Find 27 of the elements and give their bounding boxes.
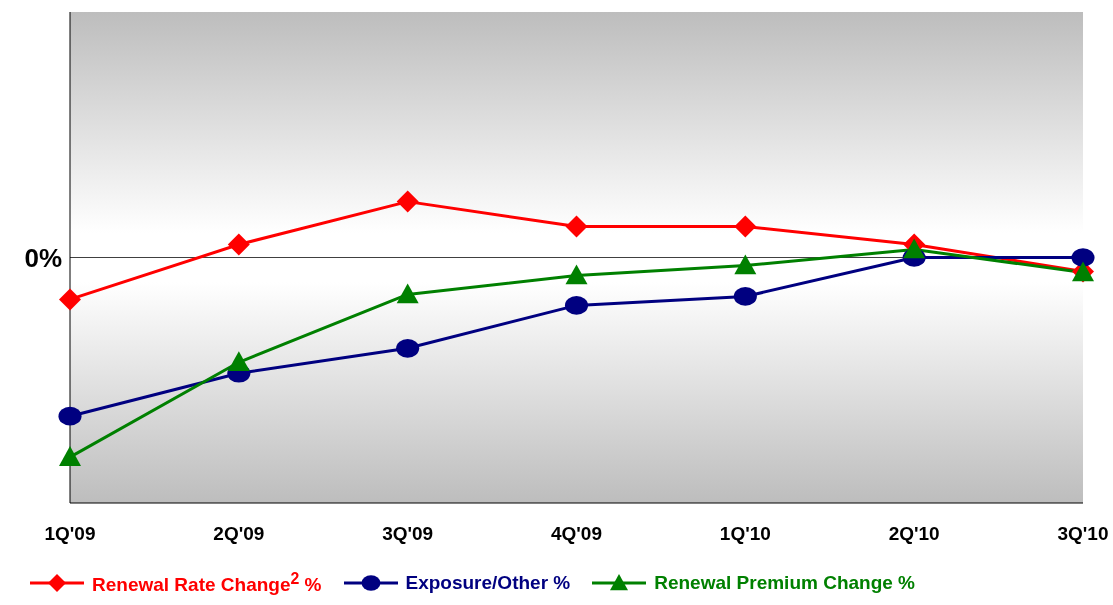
point [565,264,588,285]
point [903,238,926,259]
point [59,446,81,466]
legend-label: Renewal Premium Change % [654,572,916,595]
x-tick-label: 3Q'10 [1057,523,1109,545]
point [734,215,757,238]
point [564,296,589,315]
x-tick-label: 2Q'10 [888,523,940,545]
point [396,338,420,358]
point [565,215,588,238]
point [1071,248,1095,267]
point [733,287,757,306]
x-tick-label: 4Q'09 [551,523,602,545]
point [396,283,419,304]
point [734,254,757,275]
x-tick-label: 2Q'09 [213,523,265,545]
x-tick-label: 3Q'09 [382,523,434,545]
x-tick-label: 1Q'09 [44,523,96,545]
point [59,288,81,311]
point [227,233,250,256]
legend-label: Renewal Rate Change$^{2}$ % [92,570,322,597]
point [396,190,419,213]
point [58,406,82,426]
x-tick-label: 1Q'10 [719,523,771,545]
ref-line-label: 0% [24,242,62,273]
point [227,351,250,372]
legend-label: Exposure/Other % [405,572,571,595]
